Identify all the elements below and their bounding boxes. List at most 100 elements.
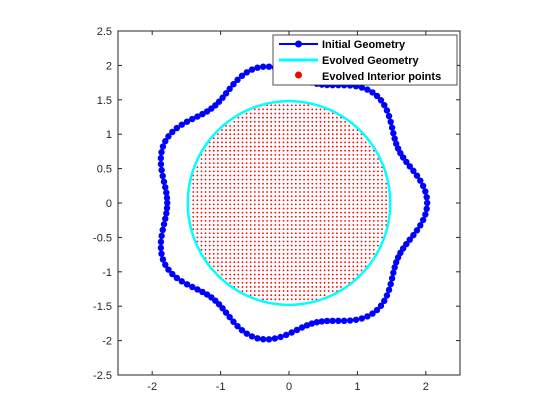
interior-point	[331, 224, 334, 226]
interior-point	[360, 145, 363, 148]
interior-point	[278, 207, 281, 210]
interior-point	[344, 195, 346, 198]
interior-point	[360, 248, 363, 251]
interior-point	[249, 265, 252, 268]
interior-point	[262, 162, 264, 165]
interior-point	[204, 203, 207, 206]
interior-point	[225, 174, 227, 177]
interior-point	[245, 195, 248, 198]
interior-point	[315, 182, 318, 185]
interior-point	[323, 207, 326, 210]
interior-point	[274, 281, 277, 284]
interior-point	[204, 224, 207, 226]
interior-point	[311, 137, 314, 140]
interior-point	[323, 116, 326, 119]
interior-point	[335, 215, 338, 218]
initial-geometry-marker	[373, 306, 381, 314]
interior-point	[208, 215, 211, 218]
interior-point	[360, 195, 363, 198]
interior-point	[282, 286, 285, 288]
interior-point	[315, 219, 318, 222]
interior-point	[253, 207, 256, 210]
interior-point	[274, 186, 277, 189]
interior-point	[299, 253, 301, 255]
interior-point	[311, 273, 314, 276]
initial-geometry-marker	[230, 318, 237, 325]
legend: Initial Geometry Evolved Geometry Evolve…	[272, 34, 458, 86]
interior-point	[249, 269, 252, 272]
interior-point	[303, 294, 305, 297]
interior-point	[299, 112, 301, 115]
interior-point	[237, 281, 240, 284]
interior-point	[237, 145, 240, 148]
interior-point	[315, 120, 318, 123]
interior-point	[348, 199, 351, 202]
interior-point	[356, 191, 359, 193]
interior-point	[356, 248, 359, 251]
interior-point	[282, 236, 285, 239]
interior-point	[311, 277, 314, 280]
interior-point	[286, 141, 289, 144]
interior-point	[241, 137, 244, 140]
interior-point	[344, 265, 346, 268]
interior-point	[319, 178, 322, 181]
interior-point	[274, 228, 277, 231]
interior-point	[364, 158, 367, 160]
interior-point	[327, 137, 330, 140]
interior-point	[253, 248, 256, 251]
interior-point	[327, 232, 330, 235]
interior-point	[233, 215, 236, 218]
interior-point	[258, 269, 260, 272]
interior-point	[253, 125, 256, 127]
interior-point	[229, 244, 232, 247]
interior-point	[270, 281, 273, 284]
interior-point	[216, 224, 219, 226]
interior-point	[266, 129, 269, 131]
interior-point	[327, 211, 330, 214]
interior-point	[331, 232, 334, 235]
interior-point	[241, 207, 244, 210]
interior-point	[360, 162, 363, 165]
interior-point	[368, 191, 371, 193]
initial-geometry-marker	[189, 283, 196, 291]
interior-point	[323, 211, 326, 214]
interior-point	[323, 141, 326, 144]
interior-point	[352, 133, 355, 136]
interior-point	[262, 191, 264, 193]
interior-point	[356, 195, 359, 198]
interior-point	[229, 174, 232, 177]
interior-point	[327, 191, 330, 193]
interior-point	[331, 186, 334, 189]
interior-point	[270, 294, 273, 297]
interior-point	[381, 219, 383, 222]
interior-point	[335, 248, 338, 251]
interior-point	[208, 232, 211, 235]
interior-point	[319, 253, 322, 255]
interior-point	[221, 141, 223, 144]
interior-point	[270, 162, 273, 165]
interior-point	[208, 228, 211, 231]
interior-point	[270, 141, 273, 144]
interior-point	[356, 211, 359, 214]
interior-point	[278, 104, 281, 107]
interior-point	[315, 232, 318, 235]
interior-point	[327, 269, 330, 272]
interior-point	[270, 248, 273, 251]
initial-geometry-marker	[422, 188, 429, 195]
interior-point	[258, 211, 260, 214]
interior-point	[340, 215, 342, 218]
interior-point	[377, 186, 379, 189]
interior-point	[368, 219, 371, 222]
interior-point	[262, 182, 264, 185]
interior-point	[319, 162, 322, 165]
interior-point	[356, 199, 359, 202]
interior-point	[282, 191, 285, 193]
interior-point	[278, 253, 281, 255]
interior-point	[360, 153, 363, 156]
interior-point	[348, 236, 351, 239]
interior-point	[229, 182, 232, 185]
interior-point	[241, 203, 244, 206]
interior-point	[262, 141, 264, 144]
interior-point	[331, 166, 334, 169]
interior-point	[335, 129, 338, 131]
